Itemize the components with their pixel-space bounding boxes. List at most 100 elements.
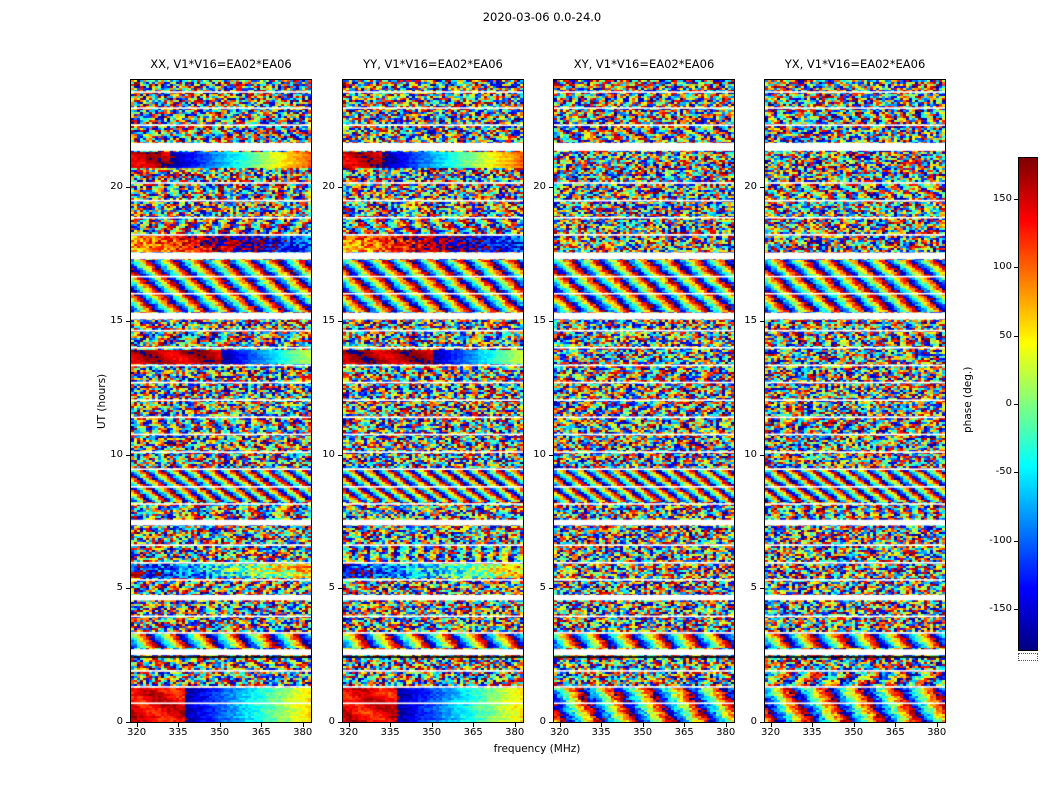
y-tick [760, 722, 764, 723]
y-tick [126, 320, 130, 322]
panel-title-1: YY, V1*V16=EA02*EA06 [363, 57, 503, 71]
colorbar-tick [1014, 404, 1018, 405]
x-tick [559, 723, 561, 727]
y-tick [760, 320, 764, 322]
x-tick-label: 380 [293, 727, 313, 738]
x-tick [136, 723, 138, 727]
x-tick [302, 723, 304, 727]
y-tick-label: 10 [322, 448, 335, 460]
colorbar-tick-label: 50 [999, 329, 1012, 341]
x-tick-label: 380 [505, 727, 525, 738]
x-tick [219, 723, 221, 727]
x-tick [812, 723, 814, 727]
panel-title-2: XY, V1*V16=EA02*EA06 [573, 57, 715, 71]
x-tick [261, 723, 263, 727]
y-tick [126, 722, 130, 723]
x-tick [348, 723, 350, 727]
y-tick-label: 15 [744, 314, 757, 326]
x-tick [642, 723, 644, 727]
colorbar-tick-label: -150 [989, 603, 1012, 614]
x-tick-label: 350 [210, 727, 230, 738]
x-tick-label: 350 [422, 727, 442, 738]
y-tick-label: 5 [116, 582, 123, 594]
y-tick-label: 15 [110, 314, 123, 326]
x-tick-label: 320 [549, 727, 570, 738]
y-tick [760, 588, 764, 590]
x-tick-label: 365 [463, 727, 483, 738]
x-tick [936, 723, 938, 727]
heatmap-canvas-3 [765, 80, 945, 722]
x-tick-label: 380 [927, 727, 947, 738]
y-tick-label: 20 [322, 181, 335, 192]
y-tick-label: 0 [116, 716, 123, 727]
y-tick [549, 454, 553, 456]
y-tick [338, 588, 342, 590]
x-tick-label: 365 [885, 727, 905, 738]
y-tick [549, 588, 553, 590]
panel-title-3: YX, V1*V16=EA02*EA06 [784, 57, 926, 71]
y-tick [549, 722, 553, 723]
y-tick-label: 5 [328, 582, 335, 594]
x-tick-label: 320 [338, 727, 359, 738]
x-tick-label: 350 [844, 727, 864, 738]
colorbar-label: phase (deg.) [962, 366, 974, 433]
y-tick [126, 187, 130, 188]
x-tick [601, 723, 603, 727]
colorbar-frame [1018, 157, 1038, 651]
x-tick-label: 335 [802, 727, 822, 738]
y-tick [760, 187, 764, 188]
y-tick-label: 0 [539, 716, 546, 727]
heatmap-panel-2 [553, 79, 735, 723]
y-tick [338, 454, 342, 456]
y-tick-label: 15 [322, 314, 335, 326]
y-tick-label: 20 [744, 181, 757, 192]
x-tick [895, 723, 897, 727]
heatmap-canvas-1 [343, 80, 523, 722]
colorbar-tick-label: -100 [989, 534, 1012, 546]
x-tick [725, 723, 727, 727]
y-tick-label: 5 [539, 582, 546, 594]
y-axis-label: UT (hours) [96, 373, 108, 429]
y-tick [760, 454, 764, 456]
colorbar-underflow-box [1018, 653, 1038, 661]
y-tick [126, 454, 130, 456]
colorbar-tick [1014, 540, 1018, 542]
y-tick-label: 15 [533, 314, 546, 326]
colorbar-tick-label: 0 [1005, 398, 1012, 409]
colorbar-tick [1014, 199, 1018, 200]
colorbar-canvas [1019, 158, 1037, 650]
y-tick-label: 10 [533, 448, 546, 460]
y-tick-label: 0 [328, 716, 335, 727]
x-tick-label: 380 [716, 727, 736, 738]
x-tick [473, 723, 475, 727]
heatmap-panel-1 [342, 79, 524, 723]
heatmap-canvas-0 [131, 80, 311, 722]
x-tick-label: 365 [251, 727, 271, 738]
x-tick-label: 365 [674, 727, 694, 738]
heatmap-panel-3 [764, 79, 946, 723]
y-tick-label: 20 [533, 181, 546, 192]
x-tick [770, 723, 772, 727]
y-tick [549, 320, 553, 322]
x-tick [514, 723, 516, 727]
colorbar-tick [1014, 609, 1018, 610]
x-tick-label: 335 [591, 727, 611, 738]
figure-title: 2020-03-06 0.0-24.0 [482, 10, 602, 24]
colorbar-tick-label: -50 [995, 466, 1012, 478]
y-tick-label: 10 [110, 448, 123, 460]
x-tick-label: 320 [126, 727, 147, 738]
x-tick [390, 723, 392, 727]
x-tick-label: 335 [380, 727, 400, 738]
y-tick-label: 20 [110, 181, 123, 192]
x-tick [431, 723, 433, 727]
x-tick [178, 723, 180, 727]
y-tick [338, 187, 342, 188]
panel-title-0: XX, V1*V16=EA02*EA06 [150, 57, 292, 71]
colorbar-tick-label: 100 [992, 261, 1012, 273]
y-tick-label: 0 [750, 716, 757, 727]
x-tick-label: 320 [760, 727, 781, 738]
y-tick-label: 10 [744, 448, 757, 460]
heatmap-canvas-2 [554, 80, 734, 722]
y-tick [549, 187, 553, 188]
